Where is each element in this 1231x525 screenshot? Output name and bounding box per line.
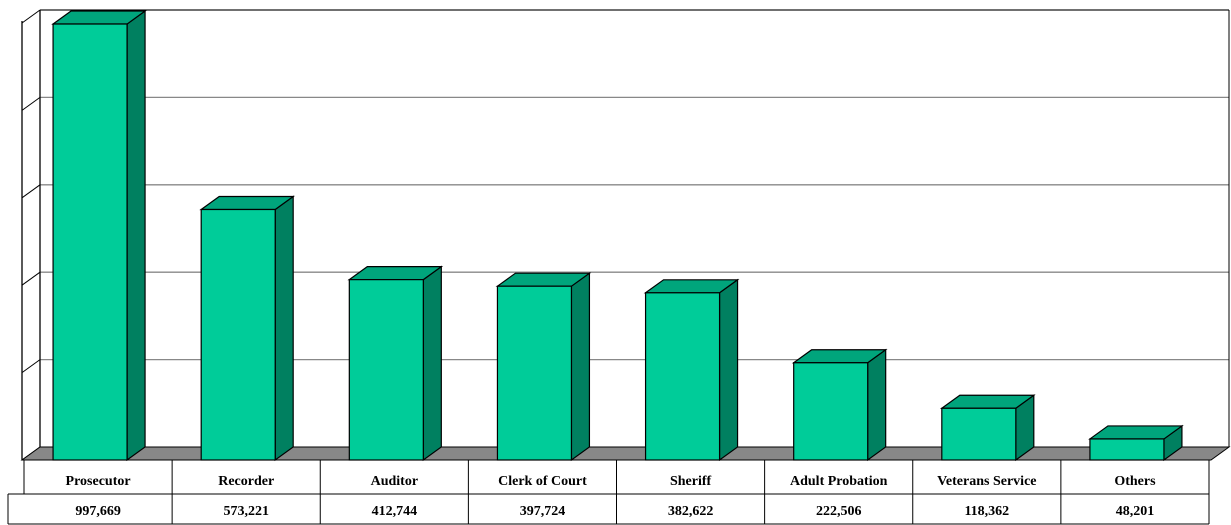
bar-front	[1089, 438, 1165, 461]
data-label: 397,724	[520, 504, 566, 519]
side-wall-tick	[21, 184, 41, 199]
bar-side	[867, 348, 887, 462]
bar-side	[126, 9, 146, 462]
bar-others	[1088, 424, 1184, 462]
bar-front	[793, 362, 869, 461]
bar-front	[496, 285, 573, 461]
bar-front	[200, 208, 276, 461]
side-wall-tick	[21, 96, 41, 111]
bar-auditor	[347, 265, 444, 462]
bars	[51, 9, 1184, 462]
side-wall-tick	[21, 271, 41, 286]
data-table: Prosecutor 997,669 Recorder 573,221 Auditor 4…	[7, 460, 1210, 525]
bar-side	[718, 278, 739, 462]
data-label: 412,744	[372, 504, 418, 519]
bar-veterans-service	[939, 394, 1036, 462]
data-label: 997,669	[75, 504, 121, 519]
bar-side	[274, 195, 294, 462]
bar-recorder	[199, 195, 296, 462]
data-label: 222,506	[816, 504, 862, 519]
category-label: Clerk of Court	[498, 474, 587, 489]
bar-clerk-of-court	[495, 272, 592, 462]
bar-front	[52, 23, 128, 461]
category-label: Veterans Service	[937, 474, 1036, 489]
bar-side	[570, 272, 591, 462]
bar-side	[422, 265, 442, 462]
category-label: Recorder	[218, 474, 274, 489]
bar-front	[644, 292, 721, 461]
bar-front	[941, 407, 1017, 461]
bar-adult-probation	[791, 348, 888, 462]
category-label: Auditor	[371, 474, 418, 489]
category-label: Prosecutor	[66, 474, 131, 489]
bar-sheriff	[643, 278, 740, 462]
axes	[21, 9, 1230, 460]
category-label: Adult Probation	[790, 474, 888, 489]
data-label: 48,201	[1116, 504, 1155, 519]
category-label: Others	[1114, 474, 1156, 489]
side-wall-tick	[21, 9, 41, 24]
side-wall-tick	[21, 359, 41, 374]
data-label: 118,362	[964, 504, 1009, 519]
bar-front	[348, 279, 424, 461]
bar-prosecutor	[51, 9, 147, 462]
data-label: 573,221	[223, 504, 269, 519]
data-label: 382,622	[668, 504, 714, 519]
category-label: Sheriff	[670, 474, 712, 489]
